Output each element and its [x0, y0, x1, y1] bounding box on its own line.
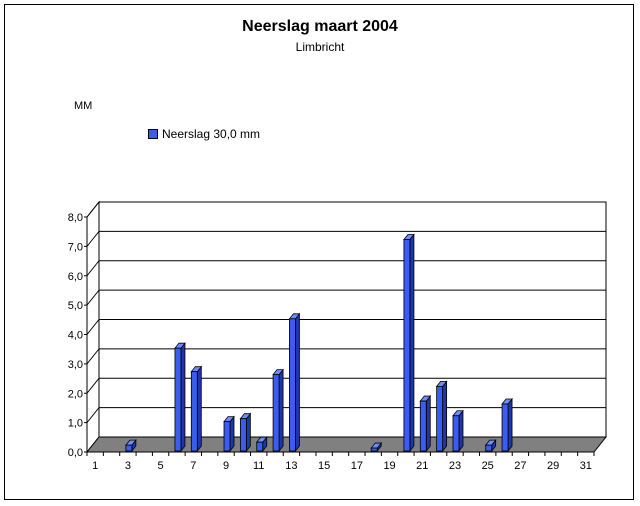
bar-day-23 — [452, 415, 460, 452]
gridline-diagonal — [86, 289, 100, 306]
y-tick-label: 0,0 — [68, 447, 83, 459]
y-axis-unit-label: MM — [74, 100, 93, 112]
bar-side-day-9 — [229, 415, 235, 453]
bar-day-12 — [272, 374, 280, 452]
bar-day-7 — [190, 371, 198, 452]
bar-day-26 — [501, 403, 509, 452]
legend-swatch — [148, 129, 158, 139]
y-tick-label: 7,0 — [68, 241, 83, 253]
bar-side-day-6 — [180, 342, 186, 453]
bar-side-day-12 — [278, 368, 284, 453]
x-tick-label: 17 — [351, 460, 363, 472]
bar-day-3 — [125, 444, 133, 452]
y-tick-label: 4,0 — [68, 330, 83, 342]
bar-day-6 — [174, 347, 182, 452]
bar-side-day-7 — [196, 365, 202, 453]
bar-day-22 — [436, 385, 444, 452]
x-tick-label: 3 — [125, 460, 131, 472]
bar-side-day-26 — [507, 397, 513, 453]
x-tick-label: 21 — [416, 460, 428, 472]
bar-side-day-13 — [295, 312, 300, 453]
bar-side-day-20 — [409, 233, 415, 453]
legend-label: Neerslag 30,0 mm — [162, 127, 261, 141]
x-tick-label: 31 — [580, 460, 592, 472]
chart-title: Neerslag maart 2004 — [242, 18, 398, 35]
y-tick-label: 6,0 — [68, 271, 83, 283]
chart-floor — [85, 436, 608, 453]
x-tick-label: 11 — [253, 460, 264, 472]
x-tick-label: 7 — [190, 460, 196, 472]
gridline-diagonal — [86, 348, 100, 365]
gridline-diagonal — [86, 260, 100, 277]
y-tick-label: 2,0 — [68, 388, 83, 400]
bar-day-21 — [419, 400, 427, 452]
bar-side-day-22 — [442, 380, 448, 453]
x-tick-label: 5 — [158, 460, 164, 472]
gridline-diagonal — [86, 377, 100, 394]
chart-legend: Neerslag 30,0 mm — [148, 127, 260, 141]
bar-day-18 — [370, 447, 378, 452]
x-tick-label: 19 — [383, 460, 395, 472]
x-tick-label: 9 — [223, 460, 229, 472]
x-tick-label: 25 — [482, 460, 494, 472]
bar-day-11 — [256, 441, 264, 452]
bar-day-25 — [485, 444, 493, 452]
x-tick-label: 1 — [92, 460, 98, 472]
bar-side-day-23 — [458, 409, 464, 453]
x-tick-label: 27 — [514, 460, 526, 472]
bar-day-13 — [289, 318, 296, 452]
gridline-diagonal — [86, 407, 100, 423]
x-tick-label: 15 — [318, 460, 330, 472]
gridline-diagonal — [86, 231, 100, 247]
gridline-diagonal — [86, 201, 100, 218]
gridline-diagonal — [86, 319, 100, 335]
bar-side-day-10 — [245, 412, 251, 453]
y-tick-label: 1,0 — [68, 418, 83, 430]
x-tick-label: 23 — [449, 460, 461, 472]
y-tick-label: 3,0 — [68, 359, 83, 371]
bar-day-20 — [403, 239, 411, 452]
y-tick-label: 5,0 — [68, 300, 83, 312]
chart-subtitle: Limbricht — [295, 40, 345, 54]
x-tick-label: 29 — [547, 460, 559, 472]
y-tick-label: 8,0 — [68, 212, 83, 224]
bar-day-9 — [223, 421, 231, 452]
bar-day-10 — [239, 418, 247, 452]
x-tick-label: 13 — [285, 460, 297, 472]
bar-side-day-21 — [425, 394, 431, 453]
